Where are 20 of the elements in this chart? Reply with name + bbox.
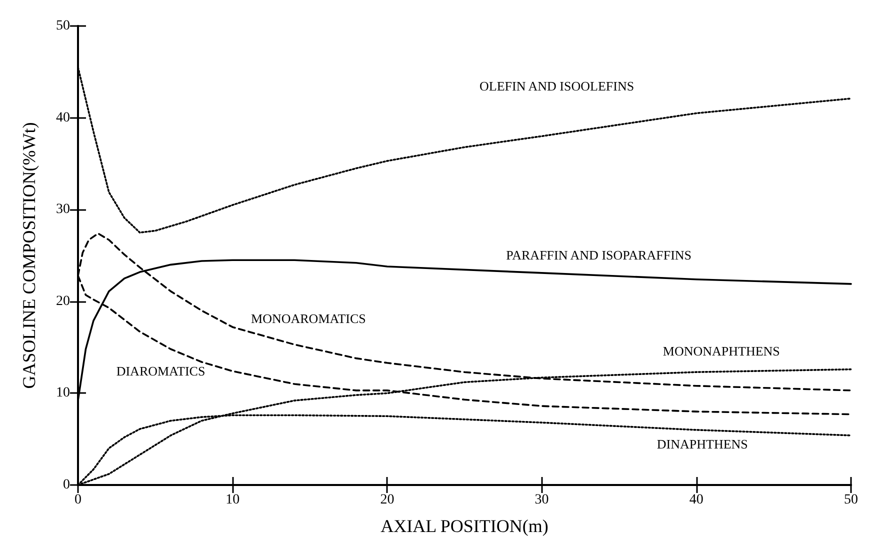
x-tick-label: 30: [534, 492, 549, 508]
y-tick-label: 30: [56, 202, 70, 218]
series-label: MONOAROMATICS: [251, 311, 366, 326]
series-label: DIAROMATICS: [116, 364, 206, 379]
text: OLEFIN AND ISOOLEFINS: [480, 78, 634, 94]
x-tick-label: 0: [74, 492, 82, 508]
y-tick-label: 20: [56, 294, 70, 309]
y-tick-label: 50: [56, 18, 70, 34]
x-axis-title: AXIAL POSITION(m): [380, 516, 548, 536]
y-tick-label: 40: [56, 110, 70, 126]
x-tick-label: 40: [689, 492, 704, 508]
y-axis-title: GASOLINE COMPOSITION(%Wt): [19, 122, 39, 389]
y-tick-label: 0: [63, 478, 70, 492]
series-label: PARAFFIN AND ISOPARAFFINS: [506, 247, 692, 262]
series-label: MONONAPHTHENS: [662, 344, 780, 359]
y-tick-label: 10: [56, 386, 70, 401]
series-label: DINAPHTHENS: [656, 436, 748, 452]
x-tick-label: 10: [226, 492, 240, 508]
x-tick-label: 20: [380, 492, 394, 508]
x-tick-label: 50: [844, 492, 858, 508]
